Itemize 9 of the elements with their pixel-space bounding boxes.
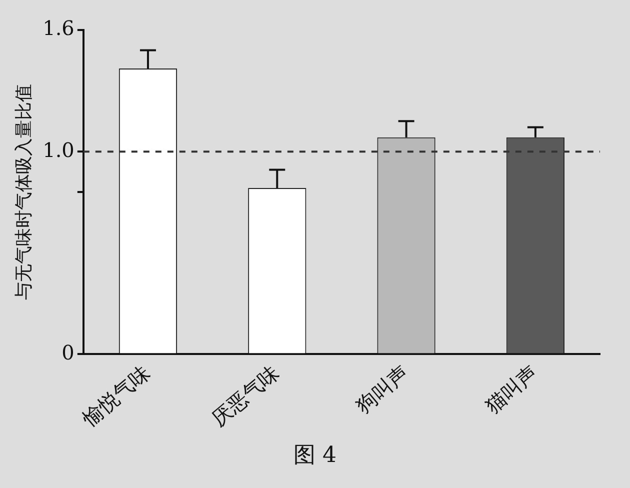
y-tick-label: 1.6 [42, 16, 74, 40]
y-tick-label: 0 [62, 340, 74, 364]
x-tick-label: 狗叫声 [351, 360, 413, 418]
y-tick-label: 1.0 [42, 138, 74, 162]
caption: 图 4 [292, 442, 338, 470]
y-axis-title: 与无气味时气体吸入量比值 [13, 84, 34, 300]
x-tick-label: 愉悦气味 [77, 360, 155, 432]
x-tick-label: 猫叫声 [480, 360, 542, 418]
x-tick-label: 厌恶气味 [206, 360, 284, 431]
